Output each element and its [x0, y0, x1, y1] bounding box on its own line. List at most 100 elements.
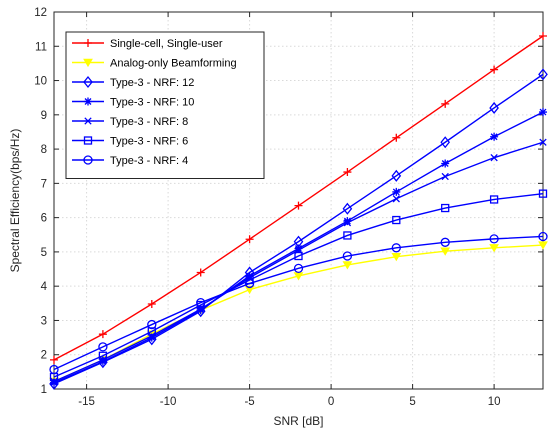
circle-marker: [244, 278, 255, 289]
x-tick-label: -15: [78, 396, 95, 408]
y-tick-label: 8: [41, 144, 47, 156]
x-marker: [84, 117, 92, 125]
circle-marker: [196, 297, 206, 308]
legend-item: Type-3 - NRF: 4: [72, 155, 188, 167]
series-line: [53, 192, 544, 378]
triangle-marker: [489, 244, 499, 253]
legend-label: Type-3 - NRF: 6: [110, 136, 188, 148]
triangle-marker: [342, 261, 353, 270]
y-tick-label: 2: [41, 350, 47, 362]
asterisk-marker: [392, 187, 401, 196]
x-tick-label: -10: [160, 396, 177, 408]
legend-label: Single-cell, Single-user: [110, 38, 223, 50]
x-tick-label: 10: [488, 396, 501, 408]
square-marker: [343, 231, 352, 240]
plus-marker: [441, 99, 450, 108]
x-marker: [148, 332, 156, 340]
legend-label: Type-3 - NRF: 12: [110, 77, 194, 89]
diamond-marker: [489, 101, 499, 115]
legend-label: Type-3 - NRF: 10: [110, 97, 194, 109]
triangle-marker: [440, 247, 451, 256]
y-tick-label: 1: [41, 384, 47, 396]
x-tick-label: 5: [409, 396, 415, 408]
series-7: [49, 231, 548, 375]
series-1: [50, 31, 547, 364]
plus-marker: [392, 133, 401, 142]
x-tick-label: 0: [328, 396, 334, 408]
square-marker: [441, 203, 450, 213]
series-4: [50, 108, 547, 387]
square-marker: [489, 195, 499, 204]
y-tick-label: 5: [41, 247, 47, 259]
asterisk-marker: [147, 333, 156, 342]
x-marker: [441, 172, 449, 181]
asterisk-marker: [98, 357, 107, 366]
square-marker: [294, 251, 303, 261]
circle-marker: [293, 263, 304, 274]
plus-marker: [84, 39, 92, 47]
triangle-marker: [538, 241, 548, 250]
asterisk-marker: [441, 159, 450, 168]
series-line: [53, 73, 544, 385]
x-marker: [343, 219, 352, 227]
plot-area: -15 -10 -5 0 5 10123456789101112Single-cell, …: [34, 7, 548, 408]
axes-frame: [53, 11, 544, 390]
square-marker: [538, 189, 548, 198]
x-axis-title: SNR [dB]: [273, 414, 323, 428]
y-axis-title: Spectral Efficiency(bps/Hz): [8, 129, 22, 273]
legend-box: [65, 31, 265, 179]
circle-marker: [49, 364, 59, 375]
y-tick-label: 11: [35, 41, 47, 53]
diamond-marker: [538, 68, 548, 81]
y-tick-label: 6: [41, 213, 47, 225]
diamond-marker: [83, 75, 93, 89]
square-marker: [392, 215, 401, 225]
plus-marker: [98, 330, 107, 339]
asterisk-marker: [50, 378, 58, 387]
plus-marker: [490, 65, 499, 74]
asterisk-marker: [539, 108, 547, 117]
triangle-marker: [391, 253, 402, 262]
legend-item: Single-cell, Single-user: [72, 38, 223, 50]
square-marker: [98, 351, 108, 360]
asterisk-marker: [196, 306, 205, 315]
circle-marker: [538, 231, 548, 242]
diamond-marker: [342, 202, 353, 215]
square-marker: [83, 136, 93, 145]
x-marker: [392, 195, 400, 203]
diamond-marker: [440, 136, 451, 149]
legend-item: Analog-only Beamforming: [72, 58, 237, 70]
x-marker: [539, 138, 547, 146]
asterisk-marker: [84, 97, 92, 106]
circle-marker: [391, 243, 401, 253]
plus-marker: [245, 235, 254, 244]
x-tick-label: -5: [244, 396, 254, 408]
legend-item: Type-3 - NRF: 10: [72, 97, 194, 109]
y-tick-label: 12: [34, 7, 47, 19]
plus-marker: [147, 300, 156, 309]
y-tick-label: 3: [41, 315, 47, 327]
circle-marker: [489, 234, 499, 244]
y-tick-label: 7: [41, 178, 47, 190]
circle-marker: [147, 319, 157, 330]
circle-marker: [83, 155, 93, 165]
circle-marker: [98, 342, 108, 352]
y-tick-label: 9: [41, 110, 47, 122]
legend: Single-cell, Single-user Analog-only Beam…: [65, 31, 265, 179]
triangle-marker: [83, 58, 93, 68]
diamond-marker: [391, 169, 402, 182]
plus-marker: [539, 31, 547, 40]
x-marker: [50, 377, 58, 386]
plus-marker: [343, 168, 352, 177]
legend-item: Type-3 - NRF: 6: [72, 136, 188, 148]
legend-label: Analog-only Beamforming: [110, 58, 237, 70]
plus-marker: [294, 201, 303, 210]
circle-marker: [342, 251, 353, 261]
plus-marker: [50, 355, 58, 364]
y-tick-label: 10: [34, 76, 47, 88]
asterisk-marker: [343, 217, 352, 226]
asterisk-marker: [490, 132, 499, 141]
triangle-marker: [244, 285, 255, 295]
